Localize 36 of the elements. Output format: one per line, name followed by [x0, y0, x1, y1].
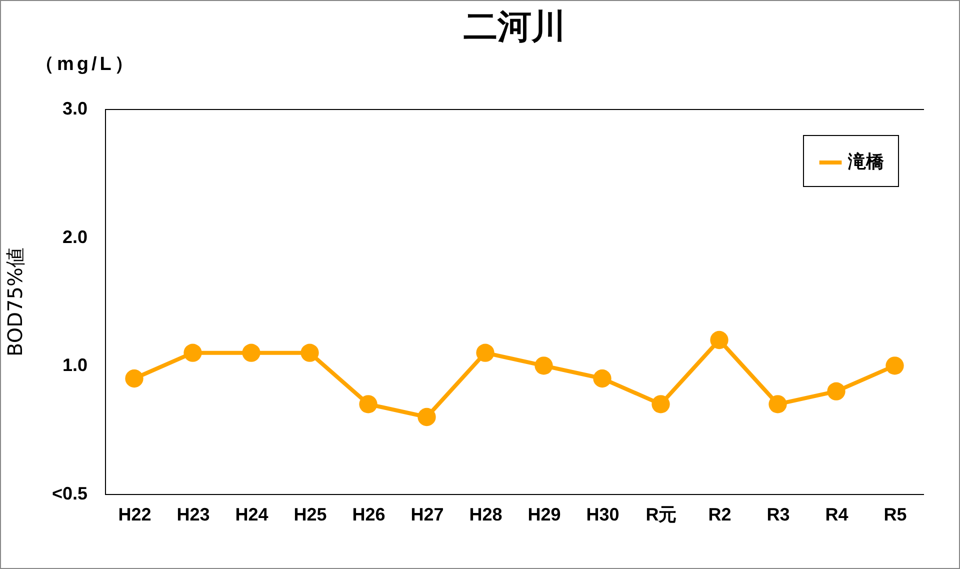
x-tick-label: R3 — [766, 504, 790, 524]
x-tick-label: H25 — [294, 504, 327, 524]
point — [242, 344, 260, 362]
point — [359, 395, 378, 414]
x-tick-label: H23 — [176, 504, 210, 524]
chart-title: 二河川 — [464, 7, 566, 47]
x-tick-label: R4 — [825, 504, 848, 524]
x-tick-label: H27 — [410, 504, 444, 524]
y-tick-label: 2.0 — [62, 226, 88, 247]
y-tick-label: <0.5 — [52, 484, 88, 504]
x-tick-label: H22 — [118, 504, 152, 524]
point — [886, 356, 904, 375]
point — [652, 395, 670, 414]
point — [184, 344, 202, 362]
x-tick-label: H29 — [528, 504, 561, 524]
x-tick-label: R2 — [708, 504, 732, 524]
y-tick-label: 3.0 — [62, 98, 88, 118]
y-tick-label: 1.0 — [62, 355, 88, 376]
point — [418, 408, 436, 426]
point — [300, 344, 319, 362]
point — [827, 382, 846, 400]
x-tick-label: H24 — [235, 504, 268, 524]
point — [710, 330, 728, 350]
y-axis-title: BOD75%値 — [2, 248, 27, 356]
point — [593, 369, 612, 388]
x-tick-label: R5 — [884, 504, 907, 524]
x-tick-label: H26 — [352, 504, 386, 524]
point — [125, 369, 144, 388]
x-tick-label: H28 — [469, 504, 502, 524]
point — [476, 344, 494, 362]
point — [768, 395, 787, 414]
point — [534, 356, 553, 375]
text: （mg/L） — [35, 53, 136, 77]
x-tick-label: H30 — [586, 504, 620, 524]
x-tick-label: R元 — [646, 504, 677, 524]
legend-label: 滝橋 — [847, 152, 885, 172]
